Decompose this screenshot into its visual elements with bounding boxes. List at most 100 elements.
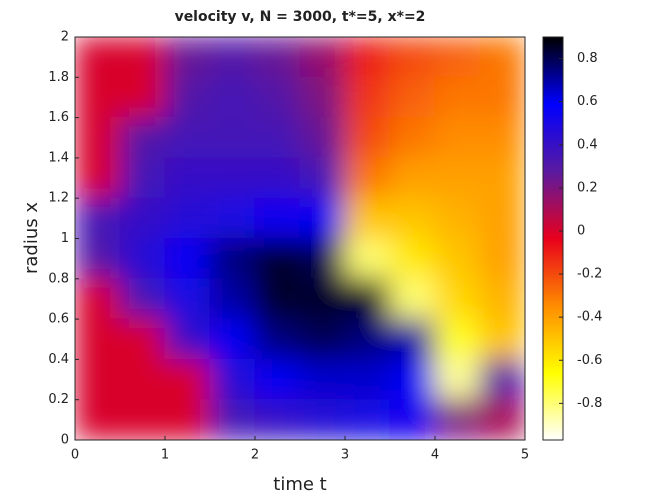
heatmap-cell xyxy=(75,238,121,280)
heatmap-cell xyxy=(389,358,436,401)
y-tick-label: 0.2 xyxy=(48,392,69,407)
heatmap-cell xyxy=(389,37,436,78)
heatmap-cell xyxy=(344,117,391,159)
heatmap-cell xyxy=(434,399,481,440)
heatmap-cell xyxy=(119,238,166,280)
heatmap-cell xyxy=(164,358,211,401)
heatmap-cell xyxy=(209,358,256,401)
heatmap-cell xyxy=(434,318,481,360)
heatmap-cell xyxy=(299,399,346,440)
colorbar-tick-label: -0.8 xyxy=(577,396,602,411)
heatmap-cell xyxy=(434,76,481,119)
heatmap-cell xyxy=(75,197,121,239)
heatmap-cell xyxy=(164,318,211,360)
colorbar-tick-label: 0 xyxy=(577,223,585,238)
heatmap-cell xyxy=(389,197,436,239)
heatmap-cell xyxy=(119,318,166,360)
heatmap-cell xyxy=(479,399,525,440)
heatmap-cell xyxy=(389,157,436,199)
colorbar-tick-label: 0.8 xyxy=(577,51,598,66)
heatmap-cell xyxy=(434,358,481,401)
heatmap-cell xyxy=(209,197,256,239)
heatmap-cell xyxy=(164,278,211,320)
heatmap-cell xyxy=(254,278,301,320)
heatmap-cell xyxy=(299,358,346,401)
heatmap-cell xyxy=(164,399,211,440)
y-tick-label: 0.8 xyxy=(48,271,69,286)
heatmap-cell xyxy=(299,318,346,360)
heatmap-cell xyxy=(479,157,525,199)
heatmap-cell xyxy=(389,278,436,320)
heatmap-cell xyxy=(75,37,121,78)
y-tick-label: 1.4 xyxy=(48,150,69,165)
heatmap-cell xyxy=(344,197,391,239)
heatmap-cell xyxy=(75,117,121,159)
heatmap-cell xyxy=(75,157,121,199)
heatmap-cell xyxy=(434,37,481,78)
heatmap-cell xyxy=(434,278,481,320)
heatmap-cell xyxy=(119,358,166,401)
heatmap-cell xyxy=(344,318,391,360)
heatmap-cell xyxy=(164,117,211,159)
heatmap-cell xyxy=(479,76,525,119)
heatmap-cell xyxy=(434,197,481,239)
heatmap-cell xyxy=(299,157,346,199)
x-axis-label: time t xyxy=(273,474,326,495)
colorbar-tick-label: 0.4 xyxy=(577,137,598,152)
heatmap-cell xyxy=(434,157,481,199)
colorbar-tick-label: -0.6 xyxy=(577,353,602,368)
heatmap-cell xyxy=(164,37,211,78)
heatmap-cell xyxy=(344,157,391,199)
heatmap-cell xyxy=(434,117,481,159)
heatmap-cell xyxy=(75,76,121,119)
y-tick-label: 2 xyxy=(61,30,69,45)
heatmap-cell xyxy=(164,157,211,199)
y-tick-label: 1.2 xyxy=(48,191,69,206)
heatmap-cell xyxy=(389,318,436,360)
heatmap-cell xyxy=(344,358,391,401)
heatmap-cell xyxy=(119,37,166,78)
heatmap-cell xyxy=(344,278,391,320)
y-tick-label: 0.6 xyxy=(48,312,69,327)
heatmap-cell xyxy=(209,37,256,78)
y-tick-label: 0.4 xyxy=(48,352,69,367)
heatmap-cell xyxy=(479,37,525,78)
heatmap-cell xyxy=(209,278,256,320)
colorbar xyxy=(543,37,563,440)
heatmap-cell xyxy=(75,278,121,320)
heatmap-cell xyxy=(164,76,211,119)
heatmap-cell xyxy=(344,76,391,119)
heatmap-cell xyxy=(209,157,256,199)
y-axis-label: radius x xyxy=(21,202,42,274)
x-tick-label: 0 xyxy=(71,448,79,463)
x-tick-label: 4 xyxy=(431,448,439,463)
heatmap-cell xyxy=(254,318,301,360)
heatmap-cell xyxy=(479,318,525,360)
heatmap-cell xyxy=(119,157,166,199)
y-tick-label: 1 xyxy=(61,231,69,246)
heatmap-cell xyxy=(209,238,256,280)
colorbar-tick-label: -0.4 xyxy=(577,310,602,325)
colorbar-tick-label: 0.6 xyxy=(577,94,598,109)
heatmap xyxy=(75,37,525,440)
heatmap-cell xyxy=(119,117,166,159)
heatmap-cell xyxy=(254,238,301,280)
heatmap-cell xyxy=(479,117,525,159)
heatmap-cell xyxy=(254,157,301,199)
heatmap-cell xyxy=(299,117,346,159)
heatmap-cell xyxy=(479,197,525,239)
heatmap-cell xyxy=(209,117,256,159)
heatmap-cell xyxy=(299,76,346,119)
colorbar-tick-label: 0.2 xyxy=(577,180,598,195)
heatmap-cell xyxy=(299,197,346,239)
colorbar-frame xyxy=(542,36,564,441)
x-tick-label: 2 xyxy=(251,448,259,463)
y-tick-label: 1.8 xyxy=(48,70,69,85)
heatmap-cell xyxy=(434,238,481,280)
heatmap-cell xyxy=(389,117,436,159)
colorbar-tick-label: -0.2 xyxy=(577,267,602,282)
heatmap-cell xyxy=(164,238,211,280)
y-tick-label: 0 xyxy=(61,433,69,448)
heatmap-cell xyxy=(479,238,525,280)
